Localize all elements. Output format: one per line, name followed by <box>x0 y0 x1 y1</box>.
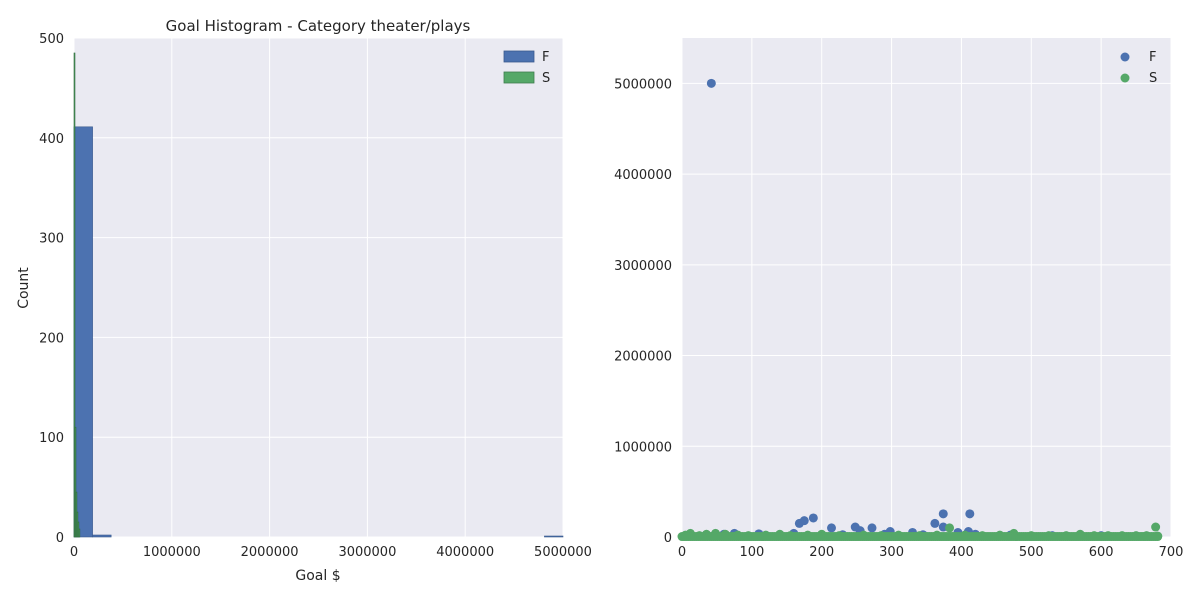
histogram-x-tick-labels: 0 1000000 2000000 3000000 4000000 5000000 <box>70 545 592 560</box>
histogram-x-axis-label: Goal $ <box>295 568 340 584</box>
scatter-legend-marker-s <box>1120 73 1130 83</box>
scatter-point-f <box>930 518 940 528</box>
scatter-point-f <box>808 513 818 523</box>
scatter-points <box>677 78 1163 542</box>
scatter-y-tick-label: 2000000 <box>614 350 672 365</box>
histogram-y-tick-label: 500 <box>39 32 64 47</box>
scatter-x-tick-label: 0 <box>678 545 686 560</box>
scatter-y-tick-label: 4000000 <box>614 168 672 183</box>
histogram-x-tick-label: 3000000 <box>338 545 396 560</box>
histogram-bar-f <box>73 126 93 538</box>
scatter-point-s <box>1151 522 1161 532</box>
histogram-y-tick-label: 200 <box>39 331 64 346</box>
histogram-y-tick-label: 400 <box>39 132 64 147</box>
histogram-x-tick-label: 0 <box>70 545 78 560</box>
scatter-y-tick-label: 5000000 <box>614 77 672 92</box>
histogram-bar-f <box>92 534 112 538</box>
scatter-point-s <box>945 523 955 533</box>
histogram-legend-label-s: S <box>542 71 550 86</box>
histogram-y-tick-label: 0 <box>56 531 64 546</box>
histogram-y-tick-label: 100 <box>39 431 64 446</box>
histogram-legend: F S <box>503 50 550 86</box>
histogram-x-tick-label: 1000000 <box>143 545 201 560</box>
scatter-x-tick-label: 700 <box>1159 545 1184 560</box>
scatter-x-tick-label: 100 <box>739 545 764 560</box>
scatter-x-tick-labels: 0 100 200 300 400 500 600 700 <box>678 545 1184 560</box>
histogram-bars <box>73 52 564 538</box>
histogram-y-axis-label: Count <box>16 267 32 309</box>
histogram-gridlines <box>73 37 564 538</box>
scatter-point-f <box>965 509 975 519</box>
scatter-y-tick-label: 0 <box>664 531 672 546</box>
scatter-plot-area <box>682 38 1171 537</box>
histogram-y-tick-labels: 0 100 200 300 400 500 <box>39 32 64 546</box>
histogram-x-tick-label: 4000000 <box>436 545 494 560</box>
scatter-legend-marker-f <box>1120 52 1130 62</box>
scatter-point-f <box>799 516 809 526</box>
scatter-point-s <box>1153 532 1163 542</box>
histogram-bar-s <box>78 528 81 538</box>
histogram-panel: 0 1000000 2000000 3000000 4000000 5000000 0 10… <box>16 17 592 584</box>
scatter-legend: F S <box>1120 50 1157 86</box>
scatter-x-tick-label: 200 <box>809 545 834 560</box>
scatter-x-tick-label: 500 <box>1019 545 1044 560</box>
scatter-x-tick-label: 600 <box>1089 545 1114 560</box>
histogram-plot-area <box>74 38 563 537</box>
histogram-bar-s <box>74 426 77 538</box>
scatter-y-tick-labels: 0 1000000 2000000 3000000 4000000 5000000 <box>614 77 672 546</box>
scatter-point-f <box>826 523 836 533</box>
histogram-x-tick-label: 2000000 <box>241 545 299 560</box>
histogram-legend-label-f: F <box>542 50 549 65</box>
histogram-x-tick-label: 5000000 <box>534 545 592 560</box>
scatter-legend-label-f: F <box>1149 50 1156 65</box>
scatter-legend-label-s: S <box>1149 71 1157 86</box>
scatter-x-tick-label: 300 <box>879 545 904 560</box>
scatter-y-tick-label: 3000000 <box>614 259 672 274</box>
scatter-y-tick-label: 1000000 <box>614 440 672 455</box>
histogram-legend-swatch-s <box>503 71 535 84</box>
scatter-panel: 0 100 200 300 400 500 600 700 0 1000000 2000000 30… <box>614 38 1183 560</box>
histogram-bar-s <box>73 52 76 538</box>
scatter-point-f <box>706 78 716 88</box>
histogram-y-tick-label: 300 <box>39 232 64 247</box>
histogram-title: Goal Histogram - Category theater/plays <box>166 17 471 35</box>
scatter-point-f <box>867 523 877 533</box>
scatter-point-f <box>938 509 948 519</box>
histogram-bar-f <box>544 535 564 538</box>
scatter-x-tick-label: 400 <box>949 545 974 560</box>
histogram-legend-swatch-f <box>503 50 535 63</box>
